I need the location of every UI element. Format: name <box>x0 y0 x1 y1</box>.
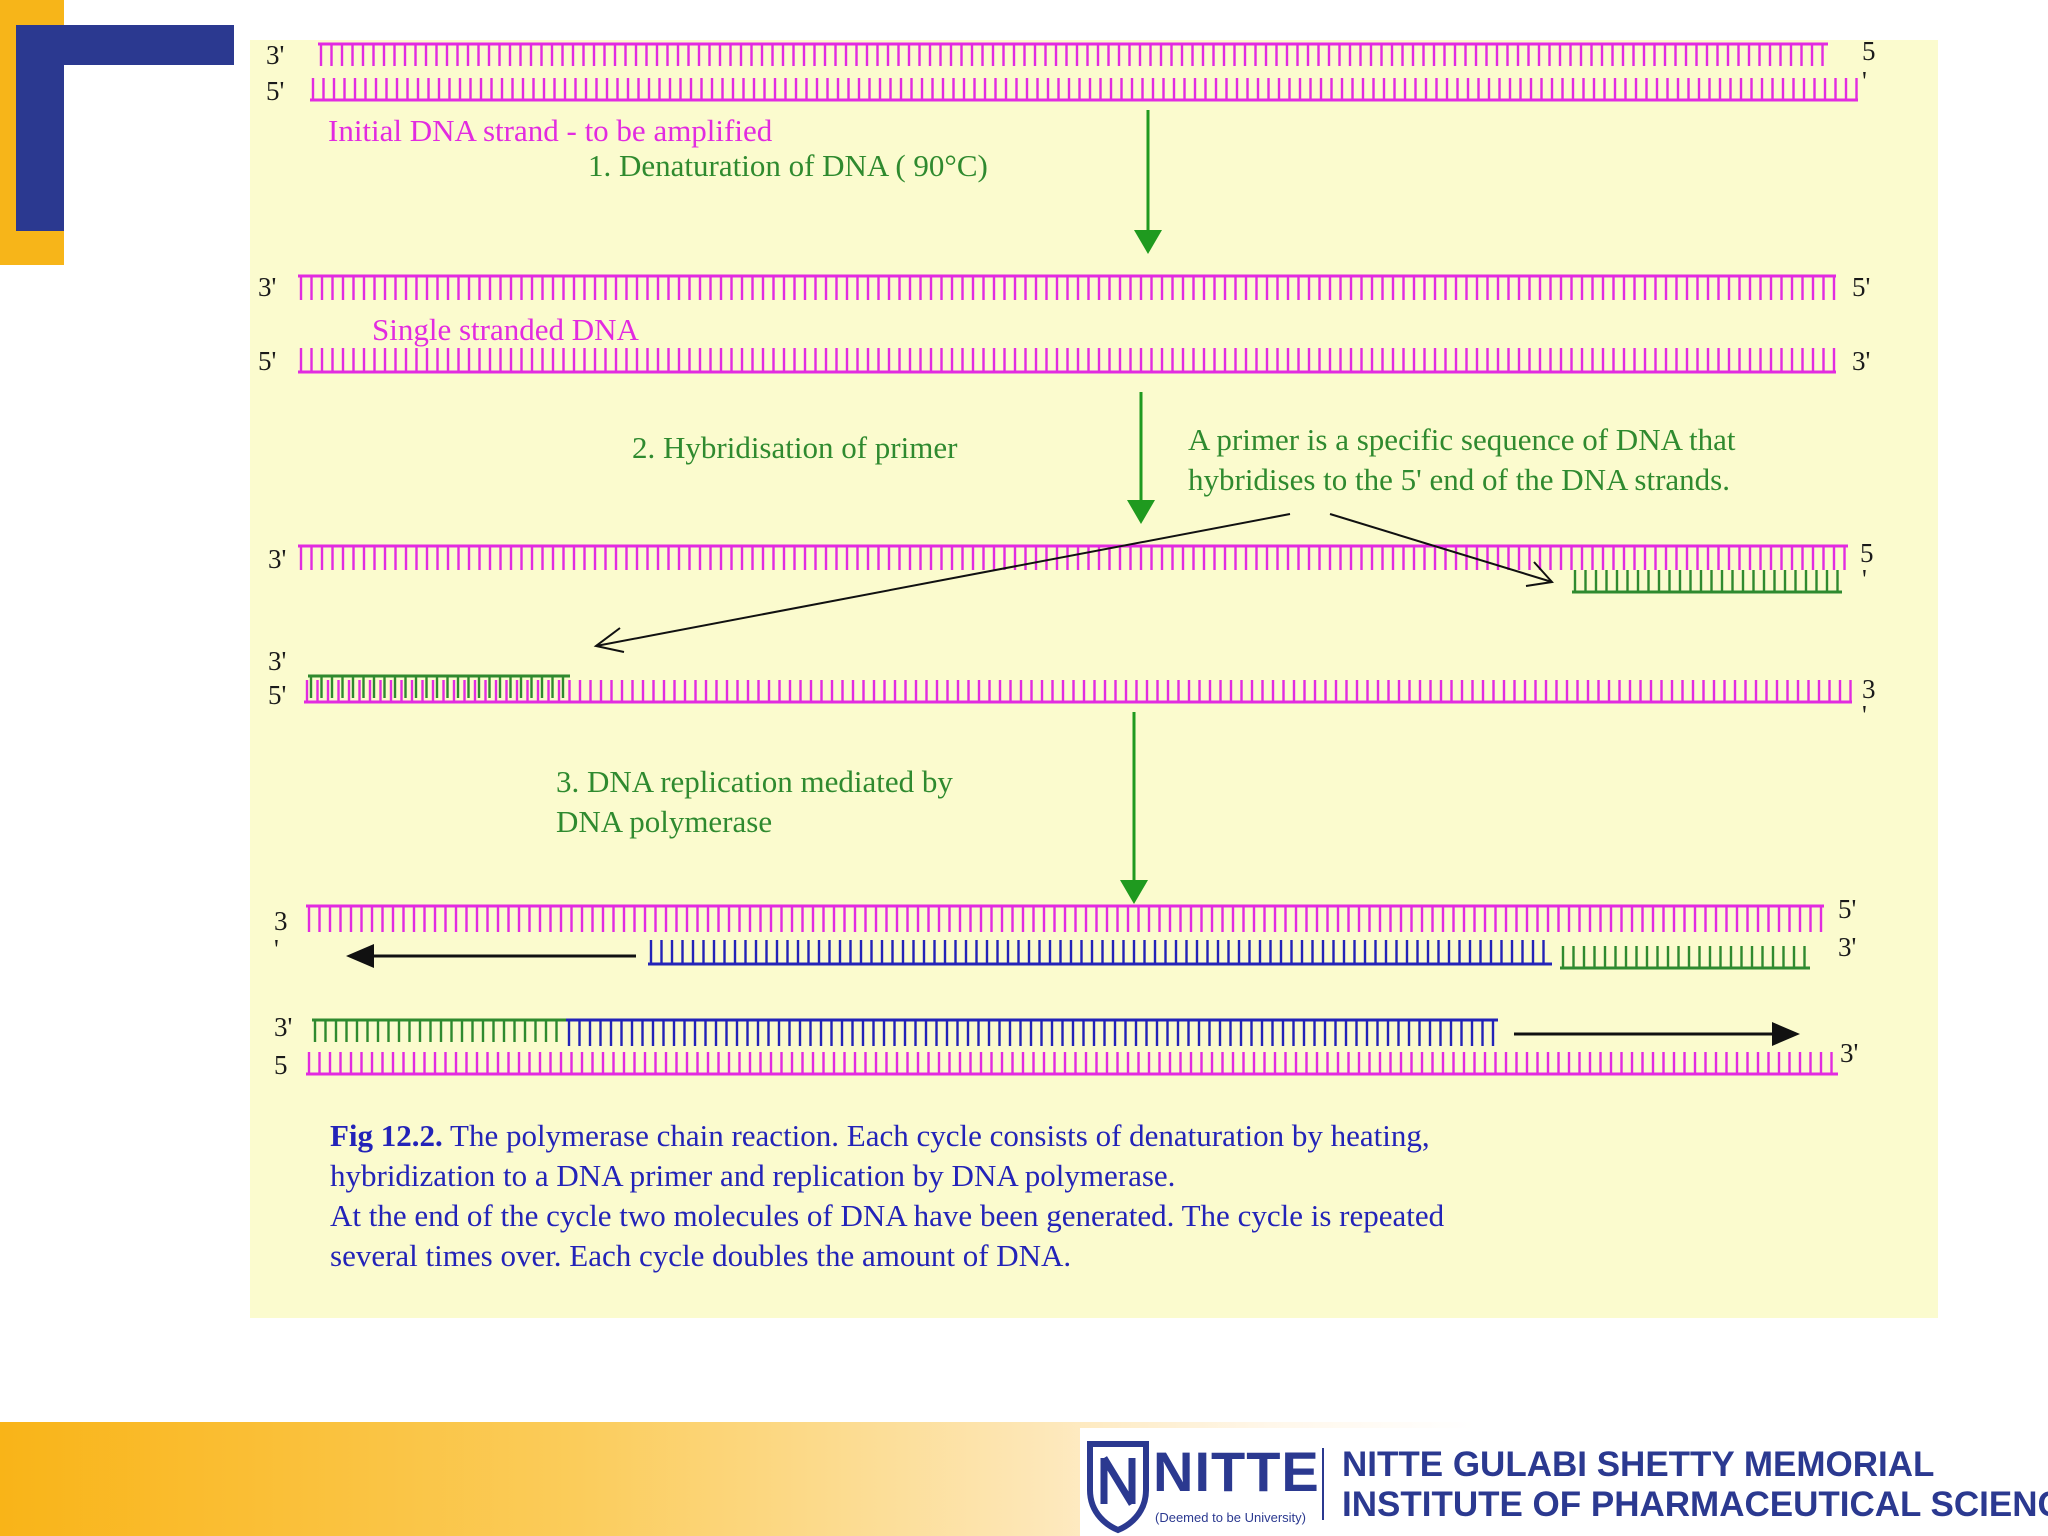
end-label-5: 5 <box>1862 36 1876 66</box>
footer-divider <box>1322 1448 1324 1520</box>
extension-arrowhead-right <box>1772 1022 1800 1046</box>
extension-arrowhead-left <box>346 944 374 968</box>
final-new-strand-top <box>648 940 1552 964</box>
hybrid-top-template <box>298 546 1848 570</box>
nitte-emblem-icon <box>1080 1428 1160 1536</box>
end-label-3prime: 3' <box>274 1012 292 1042</box>
final-primer-bottom <box>312 1020 566 1042</box>
denatured-top-strand <box>298 276 1836 300</box>
end-label-3prime: 3' <box>268 544 286 574</box>
step1-label: 1. Denaturation of DNA ( 90°C) <box>588 148 988 183</box>
caption-line3: At the end of the cycle two molecules of… <box>330 1198 1445 1233</box>
final-bottom-template <box>306 1052 1838 1074</box>
end-label-3: 3 <box>274 906 288 936</box>
step3-label-line2: DNA polymerase <box>556 804 772 839</box>
initial-strand-label: Initial DNA strand - to be amplified <box>328 113 773 148</box>
final-top-template <box>306 906 1824 932</box>
brand-name: NITTE <box>1153 1442 1320 1502</box>
caption-line4: several times over. Each cycle doubles t… <box>330 1238 1071 1273</box>
end-label-5prime: 5' <box>1852 272 1870 302</box>
right-primer <box>1572 570 1842 592</box>
initial-bottom-strand <box>310 78 1858 100</box>
primer-pointer-left <box>596 514 1290 646</box>
brand-tagline: (Deemed to be University) <box>1155 1510 1306 1526</box>
end-label-5prime: 5' <box>258 346 276 376</box>
final-primer-top <box>1560 946 1810 968</box>
single-stranded-label: Single stranded DNA <box>372 312 640 347</box>
denatured-bottom-strand <box>298 348 1836 372</box>
end-label-3prime: 3' <box>1852 346 1870 376</box>
hybrid-bottom-template <box>304 680 1852 702</box>
step3-arrowhead <box>1120 880 1148 904</box>
primer-note-line1: A primer is a specific sequence of DNA t… <box>1188 422 1736 457</box>
end-label-3prime: 3' <box>268 646 286 676</box>
end-label-3prime: 3' <box>1840 1038 1858 1068</box>
end-label-prime: ' <box>274 934 279 964</box>
step2-arrowhead <box>1127 500 1155 524</box>
end-label-prime: ' <box>1862 700 1867 730</box>
institute-name-line1: NITTE GULABI SHETTY MEMORIAL <box>1342 1446 1934 1484</box>
end-label-3prime: 3' <box>258 272 276 302</box>
caption-line1-text: The polymerase chain reaction. Each cycl… <box>443 1118 1430 1153</box>
caption-line2: hybridization to a DNA primer and replic… <box>330 1158 1175 1193</box>
step2-label: 2. Hybridisation of primer <box>632 430 958 465</box>
end-label-5prime: 5' <box>1838 894 1856 924</box>
end-label-3prime: 3' <box>1838 932 1856 962</box>
caption-fig-ref: Fig 12.2. <box>330 1118 443 1153</box>
step3-label-line1: 3. DNA replication mediated by <box>556 764 953 799</box>
end-label-3prime: 3' <box>266 40 284 70</box>
end-label-5prime: 5' <box>268 680 286 710</box>
step1-arrowhead <box>1134 230 1162 254</box>
initial-top-strand <box>318 44 1828 66</box>
left-primer <box>308 676 570 698</box>
institute-name-line2: INSTITUTE OF PHARMACEUTICAL SCIENCES <box>1342 1486 2048 1524</box>
end-label-prime: ' <box>1862 66 1867 96</box>
end-label-5: 5 <box>274 1050 288 1080</box>
final-new-strand-bottom <box>566 1020 1498 1046</box>
primer-note-line2: hybridises to the 5' end of the DNA stra… <box>1188 462 1730 497</box>
end-label-prime: ' <box>1862 564 1867 594</box>
dna-strands <box>298 44 1858 1074</box>
primer-pointer-left-head <box>596 628 624 652</box>
end-label-5prime: 5' <box>266 76 284 106</box>
caption-line1: Fig 12.2. The polymerase chain reaction.… <box>330 1118 1430 1153</box>
